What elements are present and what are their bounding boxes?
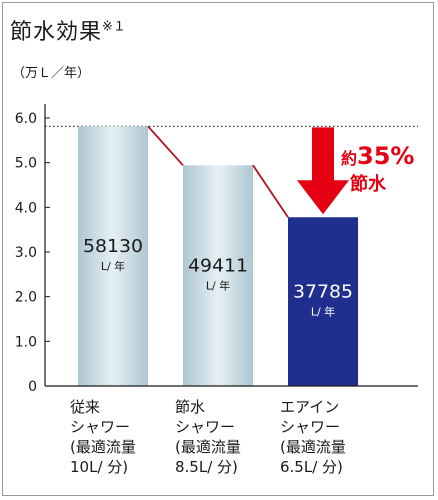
- bar-value-unit: L/ 年: [311, 305, 335, 319]
- connector-line-2: [252, 164, 289, 218]
- y-tick-label: 0: [28, 379, 37, 395]
- y-tick-label: 1.0: [15, 334, 37, 350]
- connector-line-1: [147, 125, 184, 166]
- bar-2: [183, 165, 253, 386]
- bar-value-label: 58130: [83, 236, 143, 257]
- x-category-label: 従来 シャワー (最適流量 10L/ 分): [70, 398, 136, 476]
- chart-frame: [2, 2, 434, 496]
- bar-value-unit: L/ 年: [206, 279, 230, 293]
- y-tick-label: 4.0: [15, 200, 37, 216]
- y-tick-label: 6.0: [15, 111, 37, 127]
- y-tick-label: 2.0: [15, 290, 37, 306]
- x-category-label: 節水 シャワー (最適流量 8.5L/ 分): [175, 398, 241, 476]
- y-axis-unit-label: （万Ｌ／年）: [12, 66, 91, 81]
- reduction-arrow: [297, 127, 349, 215]
- chart-title: 節水効果※１: [10, 14, 126, 46]
- y-tick-label: 5.0: [15, 156, 37, 172]
- annotation-prefix: 約: [341, 149, 357, 168]
- annotation-value: 35%: [357, 142, 414, 170]
- bar-value-label: 37785: [293, 282, 353, 303]
- bar-1: [78, 126, 148, 387]
- y-tick-label: 3.0: [15, 245, 37, 261]
- annotation-percent: 約35%: [341, 142, 414, 170]
- chart-title-text: 節水効果: [10, 20, 103, 45]
- x-category-label: エアイン シャワー (最適流量 6.5L/ 分): [280, 398, 346, 476]
- title-footnote-mark: ※１: [102, 19, 126, 35]
- bar-value-unit: L/ 年: [101, 259, 125, 273]
- bar-value-label: 49411: [188, 256, 248, 277]
- bar-3: [288, 217, 358, 386]
- annotation-suffix: 節水: [350, 173, 387, 195]
